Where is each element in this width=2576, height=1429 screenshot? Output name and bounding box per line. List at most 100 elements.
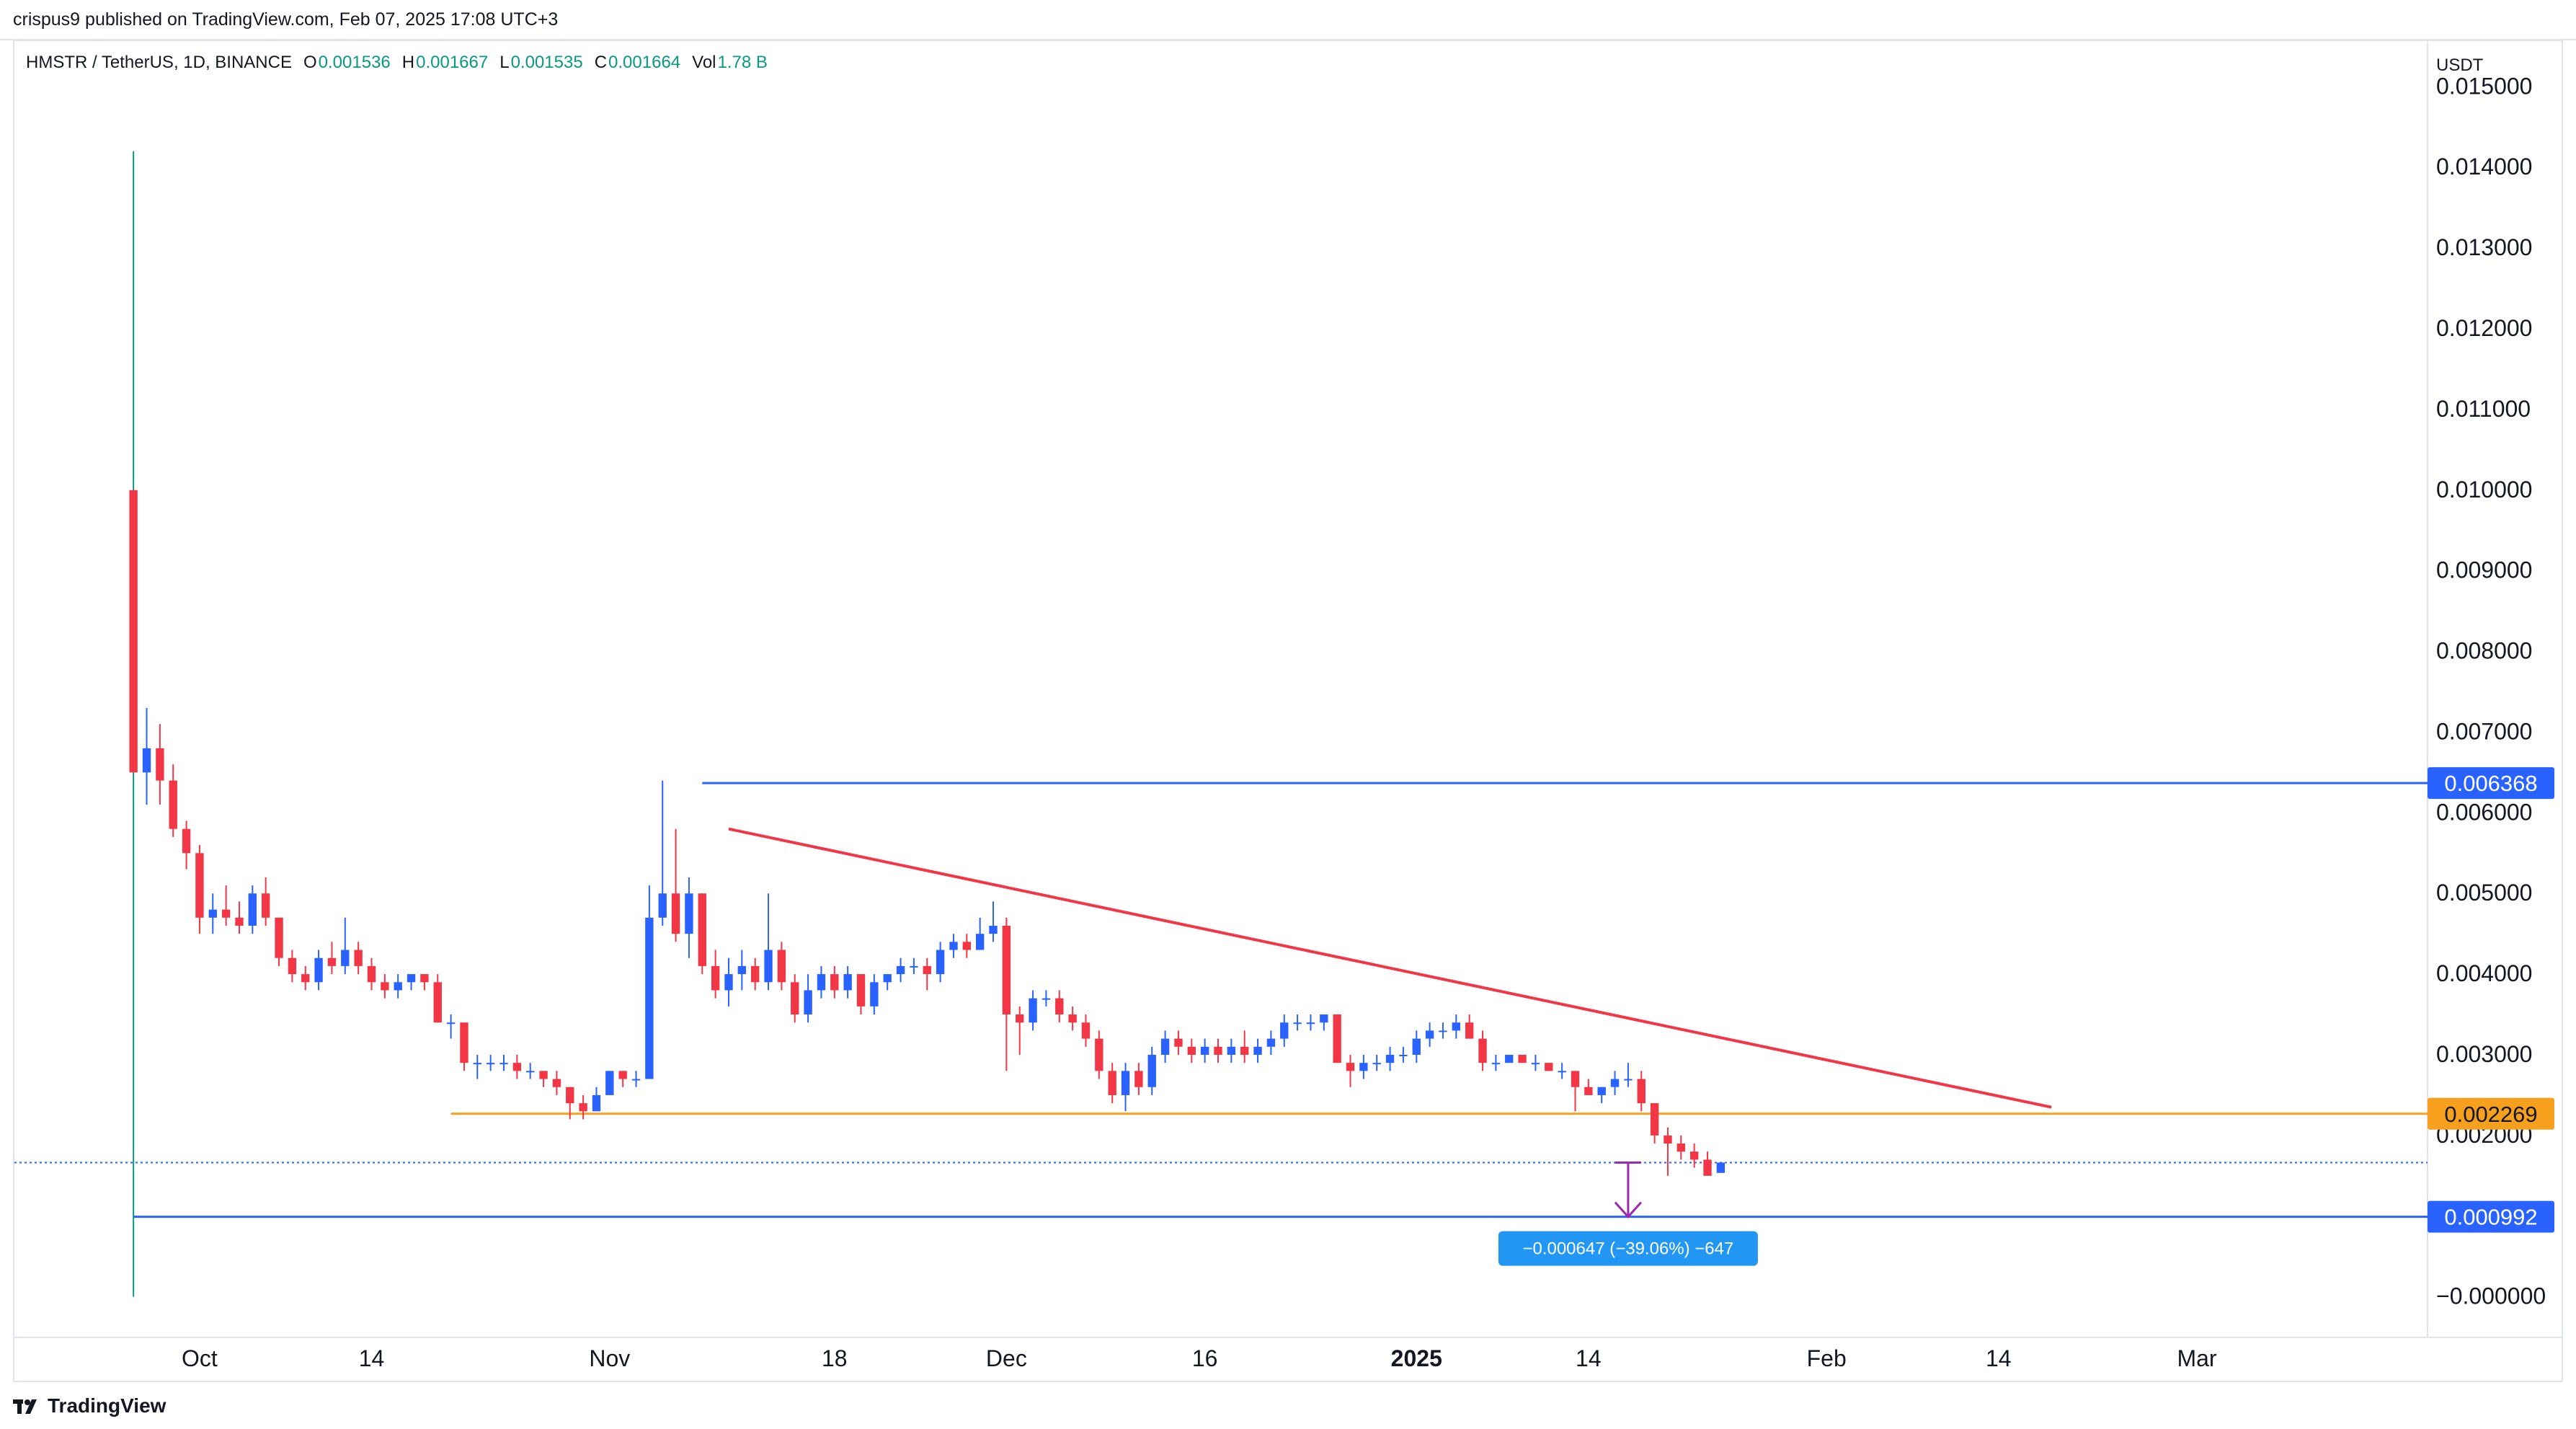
candle-body xyxy=(1055,998,1064,1015)
measure-label-box xyxy=(1498,1231,1758,1266)
candle-body xyxy=(288,957,297,975)
currency-label: USDT xyxy=(2436,56,2484,75)
candle-body xyxy=(460,1022,468,1063)
measure-label: −0.000647 (−39.06%) −647 xyxy=(1522,1239,1733,1259)
candle-body xyxy=(195,853,204,918)
candle-body xyxy=(512,1063,522,1071)
candle-body xyxy=(804,990,812,1015)
tradingview-logo-icon[interactable] xyxy=(13,1397,42,1415)
candle-body xyxy=(1280,1022,1289,1039)
candle-body xyxy=(433,982,442,1023)
candle-body xyxy=(221,909,231,918)
candle-body xyxy=(1465,1022,1474,1039)
price-level-badge xyxy=(2428,1097,2554,1130)
candle-body xyxy=(843,974,852,991)
candle-body xyxy=(1385,1054,1395,1063)
candle-body xyxy=(724,974,733,991)
candle-body xyxy=(1253,1046,1262,1055)
candle-body xyxy=(1029,998,1037,1023)
candle-body xyxy=(539,1071,548,1079)
candle-body xyxy=(1147,1054,1156,1087)
candle-body xyxy=(248,893,257,926)
close-value: 0.001664 xyxy=(608,53,681,72)
candle-body xyxy=(1266,1038,1276,1047)
candle-body xyxy=(169,780,177,829)
open-value: 0.001536 xyxy=(318,53,391,72)
candle-body xyxy=(685,893,693,934)
candle-body xyxy=(711,965,720,991)
candle-body xyxy=(1452,1022,1461,1031)
high-label: H xyxy=(401,53,415,72)
candle-body xyxy=(261,893,270,918)
candle-body xyxy=(341,950,350,966)
candle-body xyxy=(473,1063,481,1065)
price-level-badge xyxy=(2428,1200,2554,1233)
candle-body xyxy=(275,917,283,958)
candle-body xyxy=(1412,1038,1421,1055)
candle-body xyxy=(1689,1151,1699,1160)
candle-body xyxy=(446,1022,456,1025)
tradingview-logo-text[interactable]: TradingView xyxy=(48,1394,166,1417)
x-tick-label: 2025 xyxy=(1391,1345,1442,1371)
candle-body xyxy=(1214,1046,1222,1055)
y-tick-label: 0.003000 xyxy=(2436,1041,2532,1067)
candle-body xyxy=(910,965,918,968)
candle-body xyxy=(1518,1054,1527,1063)
candle-body xyxy=(1306,1022,1315,1025)
candle-body xyxy=(645,917,654,1079)
candle-body xyxy=(817,974,826,991)
x-tick-label: 14 xyxy=(359,1345,385,1371)
candle-body xyxy=(1439,1030,1447,1032)
candle-body xyxy=(1134,1071,1143,1087)
candle-body xyxy=(1041,998,1051,1000)
candle-body xyxy=(1121,1071,1130,1095)
candle-body xyxy=(1320,1014,1328,1023)
candle-body xyxy=(354,950,363,966)
candle-body xyxy=(1624,1079,1633,1081)
y-tick-label: 0.004000 xyxy=(2436,960,2532,986)
candle-body xyxy=(499,1063,508,1065)
y-tick-label: 0.013000 xyxy=(2436,234,2532,260)
y-tick-label: 0.007000 xyxy=(2436,718,2532,744)
candle-body xyxy=(1081,1022,1091,1039)
candle-body xyxy=(1160,1038,1170,1055)
candle-body xyxy=(1703,1159,1712,1176)
symbol-legend: HMSTR / TetherUS, 1D, BINANCE O 0.001536 … xyxy=(26,50,769,75)
chart-frame xyxy=(13,40,2563,1382)
candle-body xyxy=(1716,1162,1726,1173)
open-label: O xyxy=(303,53,317,72)
candle-body xyxy=(407,974,416,983)
candle-body xyxy=(737,965,747,975)
candle-body xyxy=(1425,1030,1434,1039)
candle-body xyxy=(1293,1022,1302,1025)
close-label: C xyxy=(594,53,608,72)
candle-body xyxy=(1359,1063,1368,1071)
candle-body xyxy=(1174,1038,1183,1047)
candle-body xyxy=(1068,1014,1077,1023)
x-tick-label: 14 xyxy=(1986,1345,2012,1371)
candle-body xyxy=(1650,1103,1659,1136)
candle-body xyxy=(208,909,217,918)
candle-body xyxy=(367,965,376,983)
candle-body xyxy=(486,1063,495,1065)
candle-body xyxy=(936,950,945,975)
candle-body xyxy=(1187,1046,1196,1055)
candle-body xyxy=(830,974,839,991)
candle-body xyxy=(1558,1071,1566,1073)
candle-body xyxy=(1597,1087,1606,1095)
published-info: crispus9 published on TradingView.com, F… xyxy=(13,9,559,30)
x-tick-label: 16 xyxy=(1192,1345,1218,1371)
candle-body xyxy=(962,942,972,950)
y-tick-label: 0.014000 xyxy=(2436,154,2532,180)
measure-arrow-head xyxy=(1614,1201,1643,1218)
candle-body xyxy=(1016,1014,1024,1023)
candle-body xyxy=(142,748,151,773)
y-tick-label: 0.012000 xyxy=(2436,315,2532,341)
symbol-label[interactable]: HMSTR / TetherUS, 1D, BINANCE xyxy=(26,53,292,72)
descending-trendline xyxy=(728,827,2052,1109)
candle-body xyxy=(420,974,429,983)
price-level-label: 0.000992 xyxy=(2444,1205,2537,1230)
candle-body xyxy=(592,1094,601,1112)
candle-body xyxy=(1505,1054,1514,1063)
